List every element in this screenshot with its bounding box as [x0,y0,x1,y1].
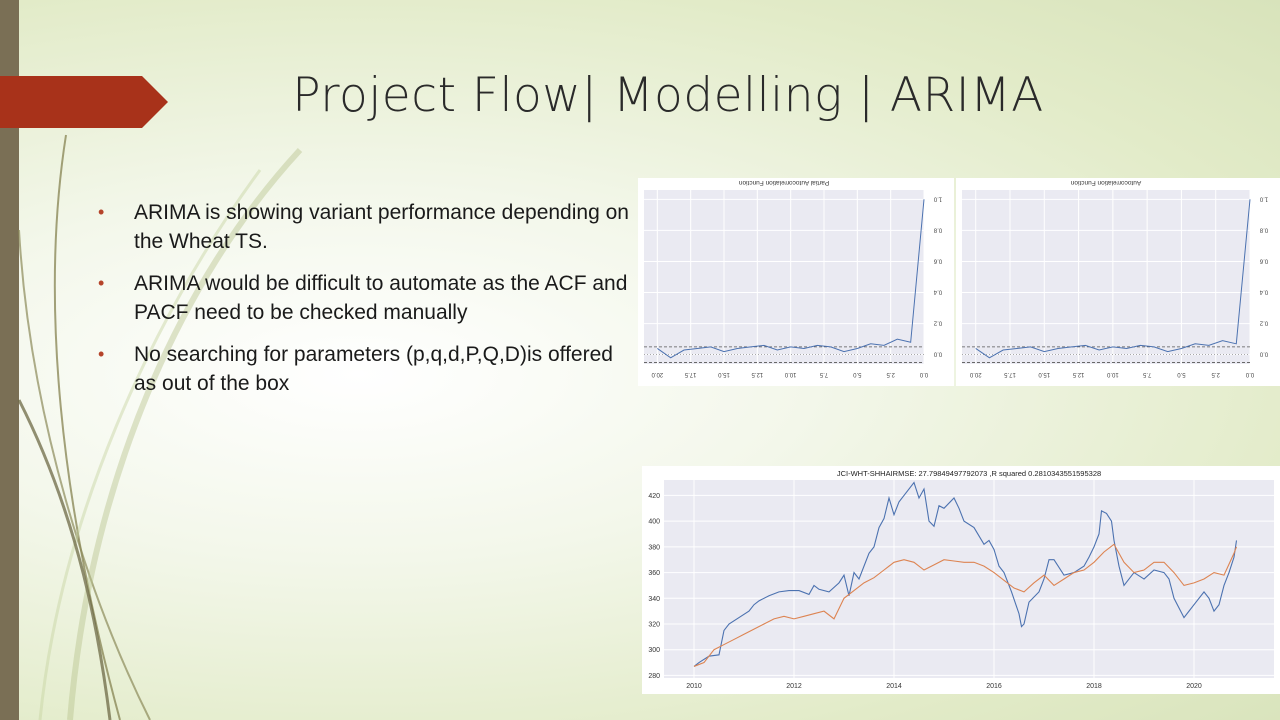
bullet-marker: • [98,344,105,364]
plot-area [664,480,1274,678]
y-tick-label: 340 [648,596,660,603]
forecast-chart-svg: 2010 2012 2014 2016 2018 2020 280 300 320 340 360 3… [648,469,1274,690]
y-tick-label: 0.2 [1259,320,1268,326]
y-tick-label: 0.0 [1259,351,1268,357]
chart-title: Autocorrelation Function [1070,179,1141,186]
bullet-item: • No searching for parameters (p,q,d,P,Q,… [98,340,638,398]
bullet-item: • ARIMA would be difficult to automate as… [98,269,638,327]
x-tick-label: 2020 [1186,683,1202,690]
y-tick-label: 1.0 [933,195,942,201]
correlation-series-line [975,199,1251,359]
y-tick-label: 380 [648,544,660,551]
x-tick-label: 12.5 [1072,371,1084,377]
chart-title: JCI-WHT-SHHAIRMSE: 27.79849497792073 ,R … [837,469,1101,478]
y-tick-label: 300 [648,647,660,654]
x-tick-label: 2018 [1086,683,1102,690]
y-tick-label: 320 [648,622,660,629]
plot-area [644,190,924,364]
x-tick-label: 5.0 [1177,371,1186,377]
y-tick-label: 0.6 [1259,257,1268,263]
x-tick-label: 2010 [686,683,702,690]
bullet-item: • ARIMA is showing variant performance de… [98,198,638,256]
chart-title: Partial Autocorrelation Function [738,179,829,186]
x-tick-label: 2.5 [1211,371,1220,377]
acf-chart: 0.0 2.5 5.0 7.5 10.0 12.5 15.0 17.5 20.0 0.0 0.2 0.… [956,178,1280,386]
correlation-series-line [657,199,925,359]
acf-chart-svg: 0.0 2.5 5.0 7.5 10.0 12.5 15.0 17.5 20.0 0.0 0.2 0.… [962,179,1268,377]
y-tick-label: 0.8 [1259,226,1268,232]
x-tick-label: 17.5 [1004,371,1016,377]
pacf-chart: 0.0 2.5 5.0 7.5 10.0 12.5 15.0 17.5 20.0 0.0 0.2 0.… [638,178,954,386]
y-tick-label: 0.6 [933,257,942,263]
x-tick-label: 2012 [786,683,802,690]
y-tick-label: 400 [648,519,660,526]
y-tick-label: 0.0 [933,351,942,357]
actual-series-line [693,481,1238,667]
y-tick-label: 280 [648,673,660,680]
x-tick-label: 5.0 [853,371,862,377]
y-tick-label: 0.2 [933,320,942,326]
bullet-text: ARIMA is showing variant performance dep… [134,201,629,253]
x-tick-label: 7.5 [1142,371,1151,377]
y-tick-label: 360 [648,570,660,577]
title-arrow-shape [0,76,168,128]
y-tick-label: 1.0 [1259,195,1268,201]
y-tick-label: 420 [648,493,660,500]
predicted-series-line [693,543,1238,667]
y-tick-label: 0.8 [933,226,942,232]
x-tick-label: 2016 [986,683,1002,690]
y-tick-label: 0.4 [933,289,942,295]
y-tick-label: 0.4 [1259,289,1268,295]
x-tick-label: 15.0 [718,371,730,377]
decorative-curves [17,134,303,720]
x-tick-label: 0.0 [919,371,928,377]
x-tick-label: 17.5 [684,371,696,377]
plot-area [962,190,1250,364]
x-tick-label: 7.5 [819,371,828,377]
x-tick-label: 10.0 [784,371,796,377]
bullet-text: ARIMA would be difficult to automate as … [134,272,628,324]
left-accent-bar [0,0,19,720]
x-tick-label: 2014 [886,683,902,690]
bullet-text: No searching for parameters (p,q,d,P,Q,D… [134,343,613,395]
x-tick-label: 0.0 [1245,371,1254,377]
bullet-marker: • [98,202,105,222]
x-tick-label: 2.5 [886,371,895,377]
bullet-marker: • [98,273,105,293]
x-tick-label: 12.5 [751,371,763,377]
pacf-chart-svg: 0.0 2.5 5.0 7.5 10.0 12.5 15.0 17.5 20.0 0.0 0.2 0.… [644,179,942,377]
forecast-chart: 2010 2012 2014 2016 2018 2020 280 300 320 340 360 3… [642,466,1280,694]
x-tick-label: 15.0 [1038,371,1050,377]
x-tick-label: 20.0 [969,371,981,377]
slide-title: Project Flow| Modelling | ARIMA [292,68,1044,123]
x-tick-label: 20.0 [651,371,663,377]
x-tick-label: 10.0 [1106,371,1118,377]
bullet-list: • ARIMA is showing variant performance de… [98,198,638,411]
